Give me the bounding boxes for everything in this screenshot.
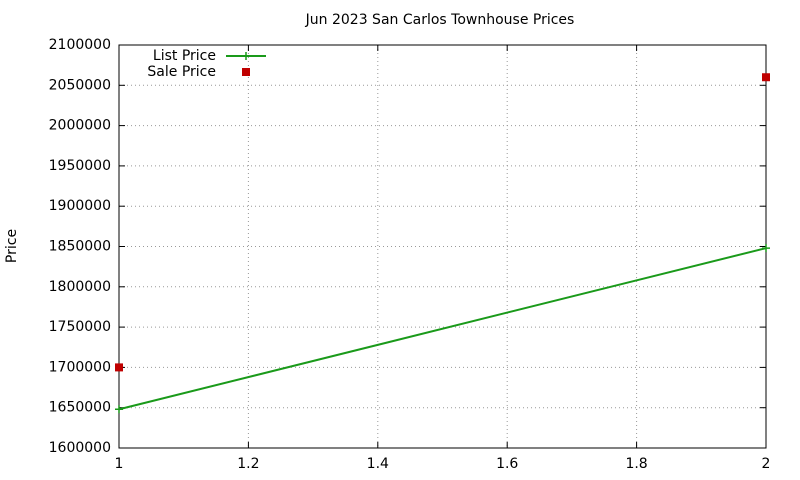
y-tick-label: 1600000 — [49, 440, 111, 456]
legend-label: Sale Price — [147, 64, 216, 80]
plot-frame — [118, 44, 767, 449]
y-tick-label: 1850000 — [49, 239, 111, 255]
x-tick-label: 2 — [762, 456, 771, 472]
y-tick-label: 2000000 — [49, 118, 111, 134]
y-tick-label: 1750000 — [49, 319, 111, 335]
x-tick-label: 1.4 — [367, 456, 389, 472]
chart-title: Jun 2023 San Carlos Townhouse Prices — [305, 12, 575, 28]
y-tick-label: 1900000 — [49, 198, 111, 214]
y-tick-label: 1950000 — [49, 158, 111, 174]
x-tick-label: 1.6 — [496, 456, 518, 472]
y-tick-label: 1800000 — [49, 279, 111, 295]
y-tick-label: 1650000 — [49, 400, 111, 416]
point-marker — [762, 244, 770, 253]
legend-label: List Price — [153, 48, 216, 64]
y-tick-label: 2050000 — [49, 77, 111, 93]
x-tick-label: 1 — [115, 456, 124, 472]
x-tick-label: 1.8 — [625, 456, 647, 472]
y-tick-label: 2100000 — [49, 37, 111, 53]
x-tick-label: 1.2 — [237, 456, 259, 472]
legend-swatch — [242, 52, 250, 60]
legend-swatch — [242, 68, 250, 76]
point-marker — [762, 73, 770, 82]
point-marker — [115, 363, 123, 372]
y-axis-label: Price — [4, 229, 20, 263]
point-marker — [115, 405, 123, 414]
series-line — [118, 247, 767, 411]
y-tick-label: 1700000 — [49, 359, 111, 375]
